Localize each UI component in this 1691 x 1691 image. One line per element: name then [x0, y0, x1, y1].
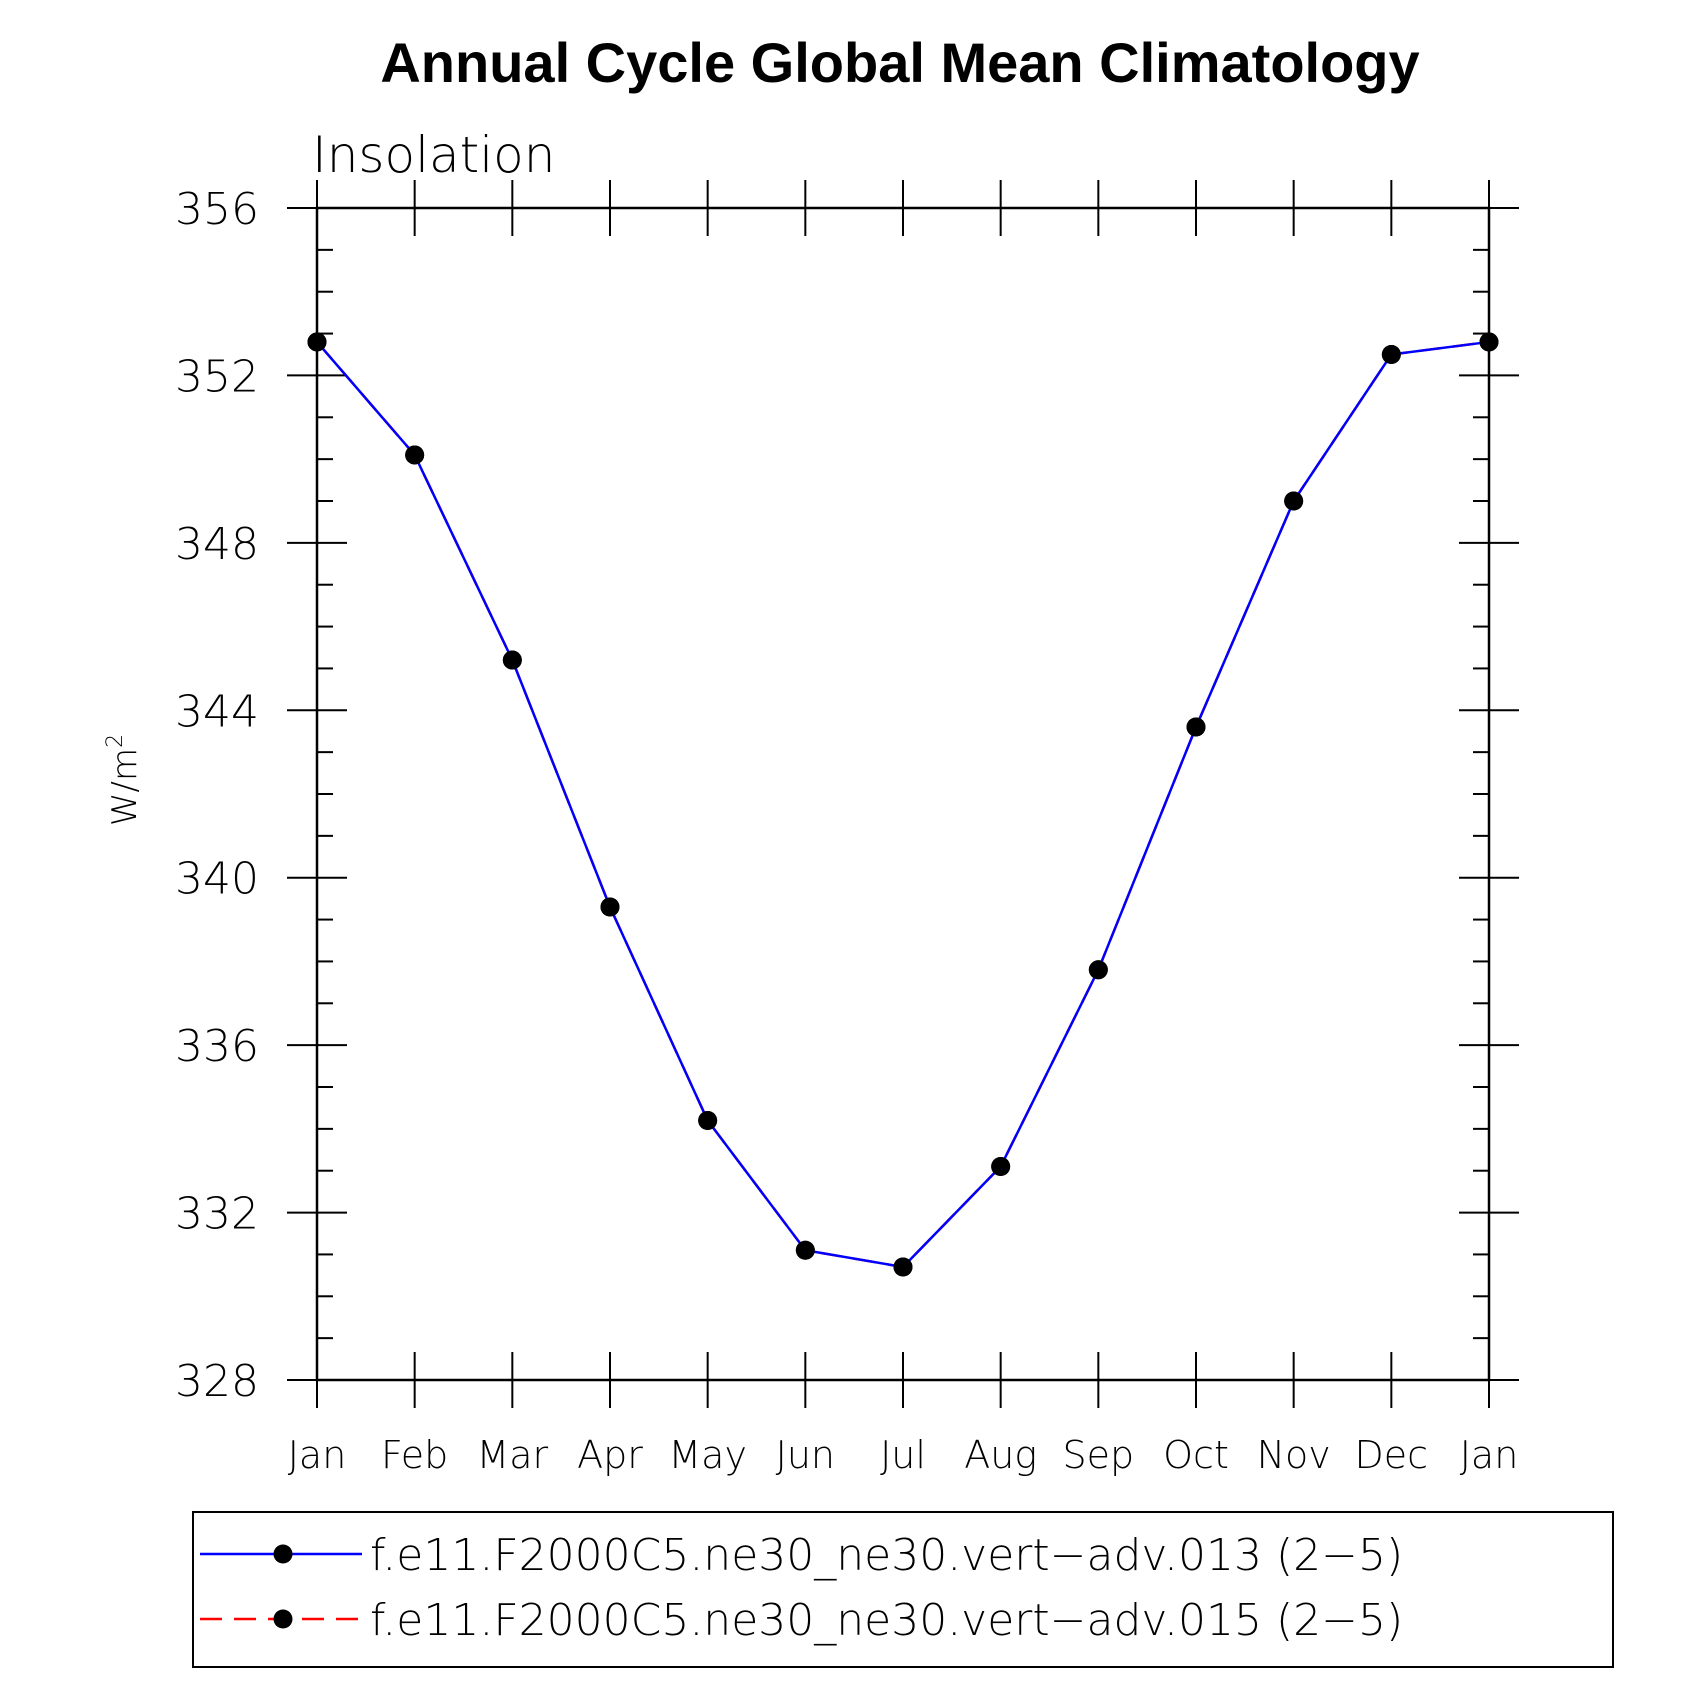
plot-axes: [315, 206, 1491, 1382]
x-tick-label: Feb: [381, 1433, 448, 1477]
legend-box: [192, 1511, 1614, 1668]
plot-frame: [315, 206, 1491, 1382]
x-tick-label: Jul: [880, 1433, 926, 1477]
y-tick-label: 332: [175, 1189, 259, 1240]
y-tick-label: 352: [175, 351, 259, 402]
data-point: [600, 897, 620, 917]
data-point: [698, 1110, 718, 1130]
data-point: [1284, 491, 1304, 511]
data-point: [1088, 960, 1108, 980]
y-tick-label: 328: [175, 1356, 259, 1407]
series-group: [307, 332, 1499, 1277]
x-tick-label: Jun: [776, 1433, 835, 1477]
x-tick-label: Dec: [1355, 1433, 1429, 1477]
data-point: [893, 1257, 913, 1277]
x-tick-label: Sep: [1063, 1433, 1135, 1477]
y-tick-label: 344: [175, 686, 259, 737]
x-tick-labels: Jan Feb Mar Apr May Jun Jul Aug Sep Oct Nov Dec Jan: [288, 1433, 1519, 1477]
data-series: [307, 332, 1499, 1277]
series-group: [307, 332, 1499, 1277]
legend-label: f.e11.F2000C5.ne30_ne30.vert−adv.015 (2−…: [370, 1595, 1403, 1646]
legend-marker: [273, 1544, 293, 1564]
legend-marker: [273, 1609, 293, 1629]
data-point: [307, 332, 327, 352]
data-point: [502, 650, 522, 670]
data-point: [1381, 345, 1401, 364]
x-tick-label: May: [668, 1433, 747, 1477]
x-tick-label: Apr: [577, 1433, 643, 1477]
y-tick-label: 340: [175, 854, 259, 905]
y-axis-label-unit: W/m: [105, 748, 145, 826]
legend-entry: f.e11.F2000C5.ne30_ne30.vert−adv.015 (2−…: [200, 1595, 1403, 1646]
y-tick-labels: 356 352 348 344 340 336 332 328: [175, 184, 259, 1407]
x-tick-label: Nov: [1257, 1433, 1331, 1477]
y-tick-label: 356: [175, 184, 259, 235]
chart-subtitle: Insolation: [312, 126, 555, 184]
legend-entry: f.e11.F2000C5.ne30_ne30.vert−adv.013 (2−…: [200, 1530, 1403, 1581]
data-point: [1186, 717, 1206, 737]
data-point: [991, 1157, 1011, 1177]
y-tick-label: 336: [175, 1021, 259, 1072]
x-tick-label: Jan: [288, 1433, 347, 1477]
series-line: [316, 340, 1490, 1269]
data-point: [405, 445, 425, 465]
x-tick-label: Aug: [964, 1433, 1037, 1477]
series-line: [316, 340, 1490, 1269]
x-tick-label: Oct: [1163, 1433, 1229, 1477]
y-axis-label-exponent: 2: [103, 734, 128, 748]
y-tick-label: 348: [175, 519, 259, 570]
data-point: [1479, 332, 1499, 352]
axis-ticks: [287, 180, 1519, 1408]
y-axis-label: W/m2: [103, 734, 145, 826]
data-point: [795, 1240, 815, 1260]
x-tick-label: Jan: [1460, 1433, 1519, 1477]
chart-title: Annual Cycle Global Mean Climatology: [380, 31, 1419, 94]
legend: f.e11.F2000C5.ne30_ne30.vert−adv.013 (2−…: [192, 1511, 1614, 1668]
legend-label: f.e11.F2000C5.ne30_ne30.vert−adv.013 (2−…: [370, 1530, 1403, 1581]
x-tick-label: Mar: [476, 1433, 548, 1477]
